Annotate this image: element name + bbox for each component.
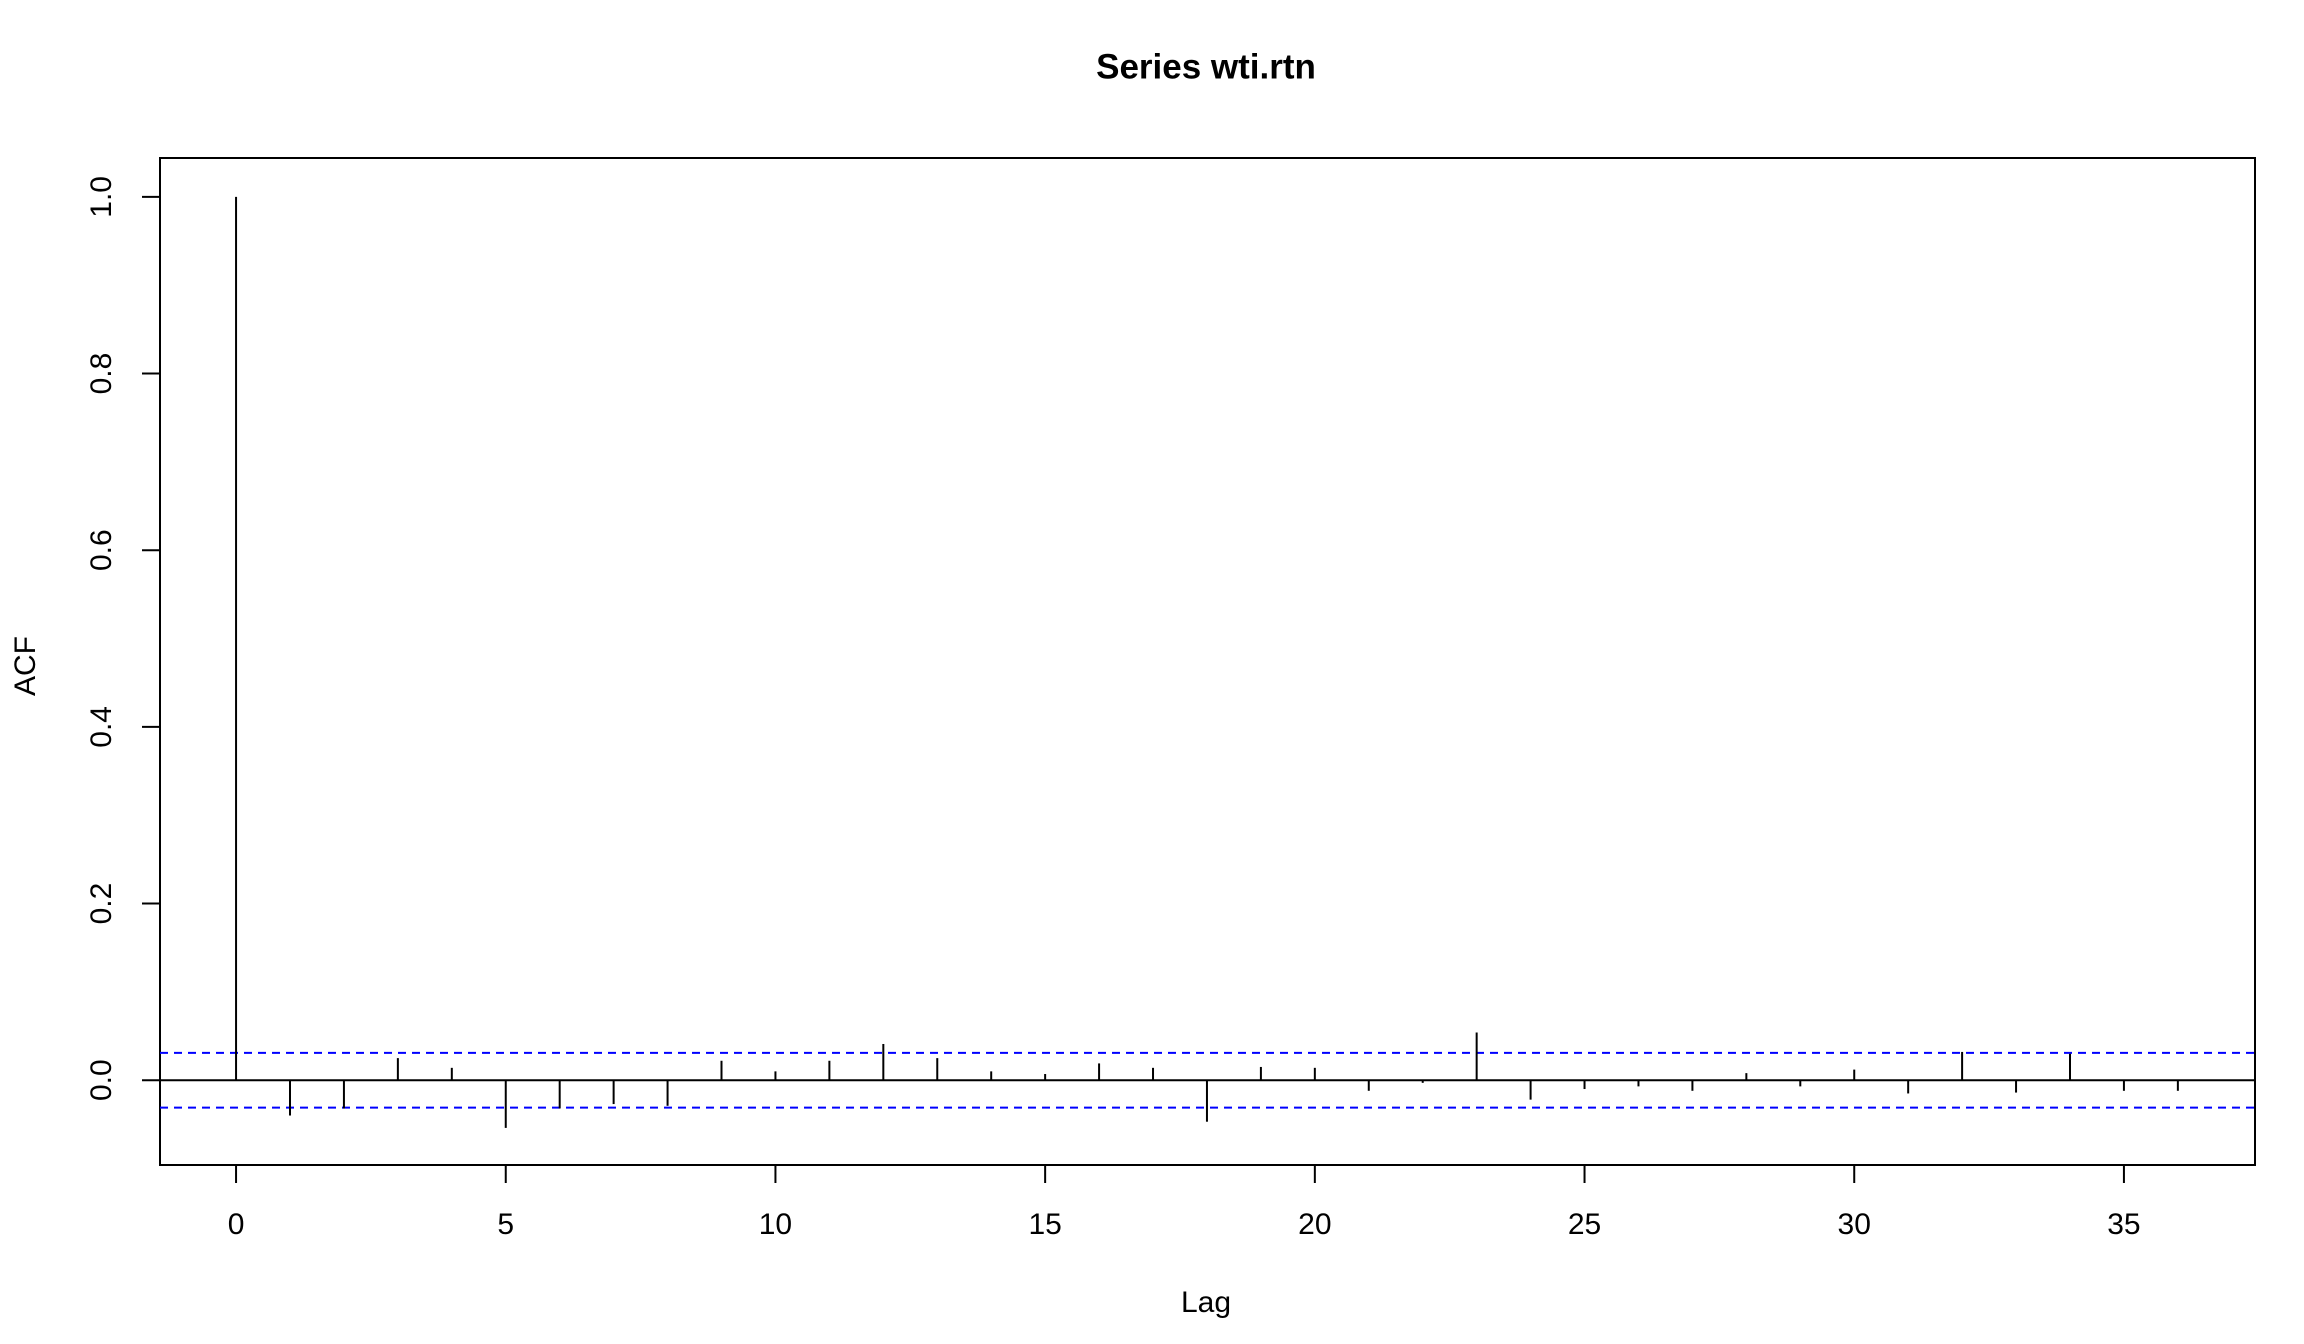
y-tick-label: 0.8 (85, 353, 118, 395)
chart-title: Series wti.rtn (1096, 47, 1316, 86)
x-tick-label: 15 (1028, 1208, 1061, 1241)
x-tick-label: 30 (1838, 1208, 1871, 1241)
x-tick-label: 25 (1568, 1208, 1601, 1241)
x-tick-label: 35 (2107, 1208, 2140, 1241)
x-tick-label: 20 (1298, 1208, 1331, 1241)
y-tick-label: 0.4 (85, 706, 118, 748)
x-tick-label: 10 (759, 1208, 792, 1241)
y-tick-label: 0.0 (85, 1059, 118, 1101)
y-axis-label: ACF (9, 636, 42, 696)
x-tick-label: 5 (497, 1208, 514, 1241)
y-tick-label: 1.0 (85, 176, 118, 218)
y-tick-label: 0.2 (85, 883, 118, 925)
x-tick-label: 0 (228, 1208, 245, 1241)
plot-frame (159, 157, 2256, 1166)
y-tick-label: 0.6 (85, 529, 118, 571)
x-axis-label: Lag (1181, 1286, 1231, 1319)
